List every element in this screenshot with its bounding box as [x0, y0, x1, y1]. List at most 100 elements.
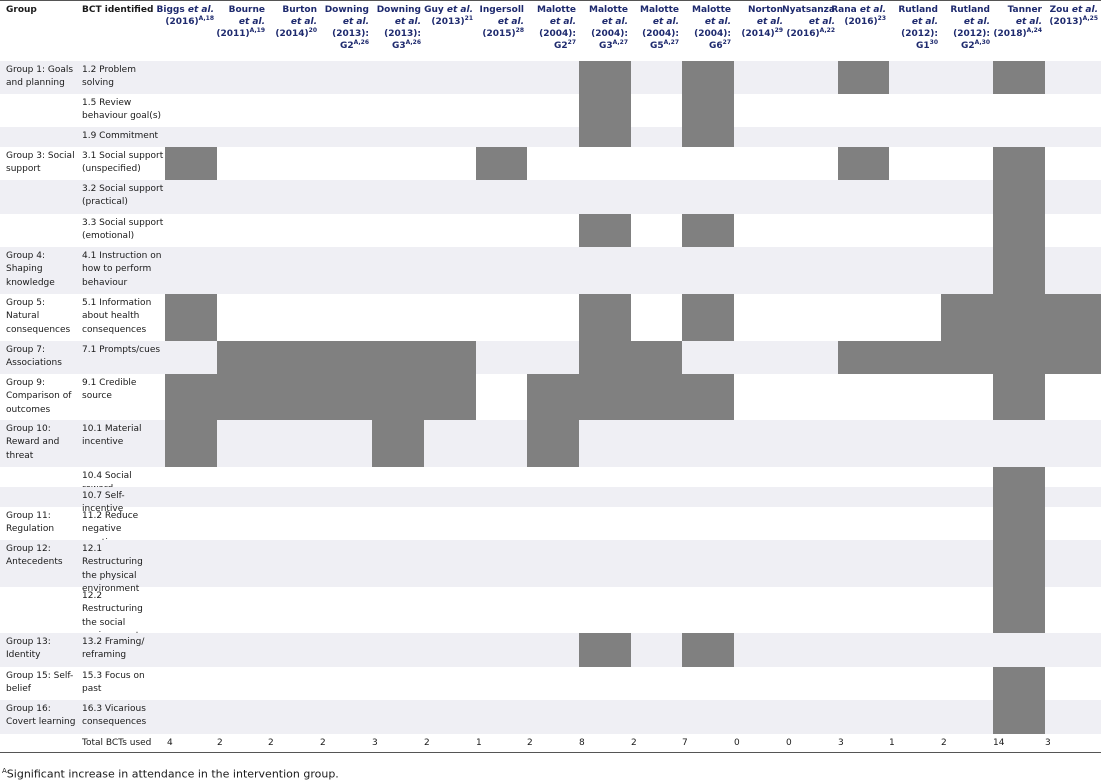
table-header: Group BCT identified Biggs et al. (2016)A… [0, 0, 1101, 63]
study-header-etal: et al. [859, 5, 886, 15]
bct-label-line: how to perform [82, 264, 152, 275]
study-header-line: et al. [950, 16, 990, 28]
study-header-text: (2015) [482, 29, 516, 39]
study-header-line: (2004): [589, 28, 628, 40]
bct-present-cell [579, 294, 631, 341]
table-row: Group 3: Social support 3.1 Social support… [0, 147, 1101, 180]
table-row: 3.2 Social support (practical) [0, 180, 1101, 214]
group-label: Group 5: Natural consequences [6, 297, 80, 337]
study-header-text: Malotte [536, 5, 576, 15]
study-header-line: (2014)29 [741, 28, 783, 40]
bct-present-cell [579, 61, 631, 94]
bct-present-cell [993, 667, 1045, 700]
total-value: 8 [579, 738, 585, 748]
footnote: ASignificant increase in attendance in t… [2, 764, 339, 782]
bct-present-cell [993, 467, 1045, 487]
study-header-text: Rana [831, 5, 860, 15]
study-header-ref: A,30 [974, 39, 990, 46]
study-header-line: et al. [537, 16, 576, 28]
bct-present-cell [993, 587, 1045, 633]
bct-present-cell [631, 374, 682, 420]
study-header-ref: 21 [464, 15, 473, 22]
study-header-text: (2011) [216, 29, 250, 39]
bct-label: 4.1 Instruction on how to perform behaviou… [82, 250, 164, 290]
study-header-line: (2004): [692, 28, 731, 40]
bct-label: 13.2 Framing/reframing [82, 636, 164, 663]
study-header-ref: 29 [774, 27, 783, 34]
study-header-line: (2011)A,19 [216, 28, 265, 40]
study-header-line: G2A,30 [950, 40, 990, 52]
group-label-line: outcomes [6, 404, 51, 415]
study-header-norton: Norton et al. (2014)29 [741, 4, 783, 40]
study-header-line: (2013)21 [424, 16, 473, 28]
total-value: 3 [838, 738, 844, 748]
study-header-text: Zou [1049, 5, 1072, 15]
study-header-line: Malotte [589, 4, 628, 16]
study-header-line: Guy et al. [424, 4, 473, 16]
study-header-ref: A,25 [1082, 15, 1098, 22]
study-header-text: Rutland [898, 5, 938, 15]
group-label-line: knowledge [6, 277, 55, 288]
bct-present-cell [424, 374, 476, 420]
study-header-line: G627 [692, 40, 731, 52]
bct-present-cell [165, 420, 217, 467]
bct-present-cell [165, 374, 217, 420]
study-header-bourne: Bourne et al. (2011)A,19 [216, 4, 265, 40]
total-value: 2 [941, 738, 947, 748]
study-header-tanner: Tanner et al. (2018)A,24 [993, 4, 1042, 40]
study-header-rana: Rana et al. (2016)23 [831, 4, 886, 28]
study-header-text: (2014) [741, 29, 775, 39]
study-header-ref: A,18 [198, 15, 214, 22]
study-header-line: et al. [275, 16, 317, 28]
study-header-etal: et al. [549, 17, 576, 27]
study-header-line: et al. [377, 16, 421, 28]
group-label-line: Group 3: Social [6, 151, 75, 161]
table-row: 1.5 Review behaviour goal(s) [0, 94, 1101, 127]
study-header-text: Tanner [1007, 5, 1042, 15]
bct-present-cell [372, 374, 424, 420]
group-label-line: Group 5: [6, 298, 46, 308]
group-label-line: consequences [6, 324, 71, 335]
group-label-line: Group 1: Goals [6, 65, 74, 75]
bct-present-cell [682, 374, 734, 420]
total-value: 2 [631, 738, 637, 748]
group-label-line: threat [6, 450, 34, 461]
bct-present-cell [631, 341, 682, 374]
bct-present-cell [838, 147, 889, 180]
bct-label-line: 10.1 Material [82, 424, 142, 434]
group-label: Group 3: Social support [6, 150, 80, 177]
total-value: 1 [889, 738, 895, 748]
study-header-line: Malotte [692, 4, 731, 16]
study-header-line: Zou et al. [1049, 4, 1098, 16]
study-header-text: (2014) [275, 29, 309, 39]
study-header-text: Ingersoll [479, 5, 524, 15]
bct-present-cell [579, 374, 631, 420]
group-label-line: belief [6, 684, 31, 695]
study-header-line: G130 [898, 40, 938, 52]
totals-row: Total BCTs used 4 2 2 2 3 2 1 2 8 2 7 0 0 3 1 2 14 3 [0, 734, 1101, 753]
study-header-line: Downing [377, 4, 421, 16]
study-header-line: G5A,27 [640, 40, 679, 52]
study-header-line: (2015)28 [480, 28, 524, 40]
study-header-text: (2012): [901, 29, 938, 39]
table-row: 10.4 Social reward [0, 467, 1101, 494]
bct-present-cell [1045, 294, 1101, 341]
bct-present-cell [682, 294, 734, 341]
study-header-line: (2016)23 [831, 16, 886, 28]
study-header-text: Burton [282, 5, 317, 15]
study-header-line: et al. [589, 16, 628, 28]
bct-label-line: 1.9 Commitment [82, 131, 159, 141]
study-header-ref: A,26 [405, 39, 421, 46]
bct-present-cell [889, 341, 941, 374]
bct-present-cell [579, 94, 631, 127]
bct-label-line: consequences [82, 717, 147, 728]
bct-table: Group BCT identified Biggs et al. (2016)A… [0, 0, 1101, 753]
study-header-nyatsanza: Nyatsanza et al. (2016)A,22 [782, 4, 835, 40]
bct-label-line: 5.1 Information [82, 298, 152, 308]
bct-label: 10.1 Material incentive [82, 423, 164, 450]
study-header-text: G1 [915, 41, 930, 51]
bct-present-cell [993, 247, 1045, 294]
study-header-line: Burton [275, 4, 317, 16]
bct-label: 3.2 Social support (practical) [82, 183, 164, 210]
